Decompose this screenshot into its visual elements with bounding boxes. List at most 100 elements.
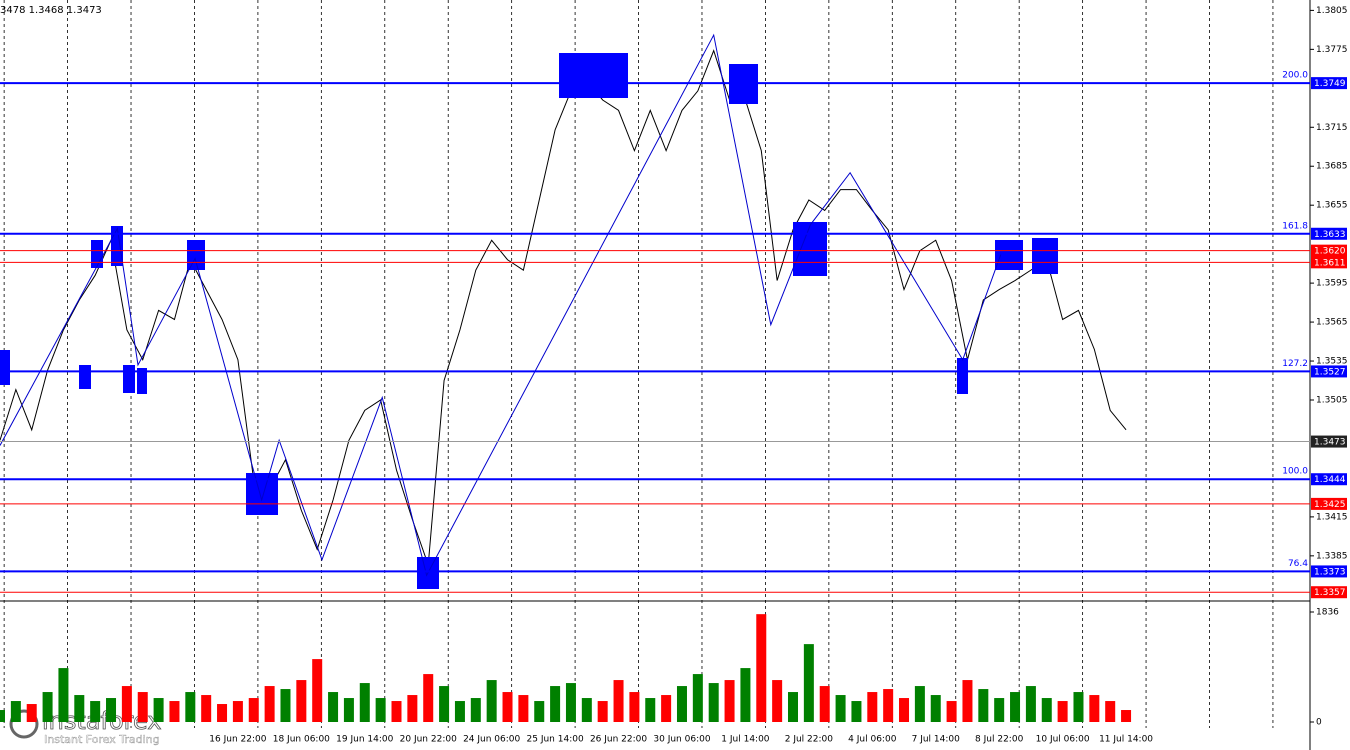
volume-bar (788, 692, 798, 722)
level-label: 1.3373 (1314, 567, 1346, 577)
y-tick-label: 1.3655 (1316, 201, 1348, 211)
volume-bar (978, 689, 989, 722)
marker (91, 240, 103, 268)
level-box (1311, 473, 1347, 486)
volume-bar (899, 698, 910, 722)
volume-bar (883, 689, 894, 722)
volume-bar (1089, 695, 1100, 722)
volume-bar (137, 692, 148, 722)
volume-bar (312, 659, 323, 722)
level-box (1311, 77, 1347, 90)
volume-bar (629, 692, 640, 722)
volume-bar (756, 614, 767, 722)
volume-bar (185, 692, 196, 722)
volume-bar (914, 686, 925, 722)
volume-bar (42, 692, 53, 722)
volume-bar (708, 683, 719, 722)
y-tick-label: 1.3535 (1316, 357, 1348, 367)
x-tick-label: 8 Jul 22:00 (975, 735, 1024, 745)
volume-bar (1057, 701, 1068, 722)
volume-bar (10, 701, 21, 722)
level-box (1311, 586, 1347, 599)
level-box (1311, 256, 1347, 269)
logo-icon (9, 709, 39, 739)
volume-bar (597, 701, 608, 722)
level-box (1311, 565, 1347, 578)
volume-bar (232, 701, 243, 722)
volume-bar (550, 686, 561, 722)
volume-bar (803, 644, 814, 722)
level-label: 1.3425 (1314, 500, 1346, 510)
volume-bar (740, 668, 751, 722)
volume-bar (1025, 686, 1036, 722)
level-box (1311, 365, 1347, 378)
marker (79, 365, 91, 389)
volume-bar (930, 695, 941, 722)
level-label: 1.3527 (1314, 367, 1346, 377)
x-tick-label: 2 Jul 22:00 (785, 735, 834, 745)
y-tick-label: 1.3595 (1316, 279, 1348, 289)
level-label: 1.3473 (1314, 438, 1346, 448)
volume-bar (661, 695, 672, 722)
volume-bar (534, 701, 545, 722)
volume-bar (518, 695, 529, 722)
volume-bar (1105, 701, 1116, 722)
y-tick-label: 1.3805 (1316, 6, 1348, 16)
zigzag-line (0, 33, 1002, 577)
volume-bar (565, 683, 576, 722)
fib-label: 76.4 (1288, 559, 1308, 569)
volume-bar (375, 698, 386, 722)
marker (559, 53, 628, 98)
marker (1032, 238, 1058, 274)
marker (957, 358, 968, 394)
volume-bar (280, 689, 291, 722)
x-tick-label: 11 Jul 14:00 (1099, 735, 1153, 745)
level-label: 1.3444 (1314, 475, 1346, 485)
volume-bar (153, 698, 164, 722)
level-box (1311, 435, 1347, 448)
volume-bar (343, 698, 354, 722)
level-label: 1.3749 (1314, 79, 1346, 89)
fib-label: 100.0 (1282, 467, 1308, 477)
volume-bar (169, 701, 180, 722)
volume-bar (851, 701, 862, 722)
volume-bar (962, 680, 973, 722)
volume-bar (819, 686, 830, 722)
marker (187, 240, 205, 270)
volume-bar (1010, 692, 1021, 722)
volume-bar (835, 695, 846, 722)
x-tick-label: 20 Jun 22:00 (400, 735, 457, 745)
y-tick-label: 1.3385 (1316, 551, 1348, 561)
marker (995, 240, 1023, 270)
y-tick-label: 1.3565 (1316, 318, 1348, 328)
level-label: 1.3611 (1314, 258, 1346, 268)
volume-bar (724, 680, 735, 722)
volume-bar (581, 698, 592, 722)
volume-bar (613, 680, 624, 722)
volume-bar (90, 701, 101, 722)
level-box (1311, 227, 1347, 240)
volume-bar (1041, 698, 1052, 722)
volume-bar (486, 680, 497, 722)
volume-bar (502, 692, 513, 722)
volume-bar (423, 674, 434, 722)
marker (123, 365, 135, 393)
volume-bar (328, 692, 339, 722)
volume-bar (26, 704, 37, 722)
volume-tick-label: 1836 (1316, 608, 1339, 618)
x-tick-label: 16 Jun 22:00 (209, 735, 266, 745)
x-tick-label: 7 Jul 14:00 (912, 735, 961, 745)
volume-bar (359, 683, 370, 722)
level-box (1311, 497, 1347, 510)
x-tick-label: 19 Jun 14:00 (336, 735, 393, 745)
volume-bar (0, 710, 5, 722)
volume-bar (201, 695, 212, 722)
marker (793, 222, 827, 276)
x-tick-label: 4 Jul 06:00 (848, 735, 897, 745)
level-label: 1.3357 (1314, 588, 1346, 598)
volume-bar (867, 692, 878, 722)
volume-bar (454, 701, 465, 722)
volume-bar (296, 680, 307, 722)
